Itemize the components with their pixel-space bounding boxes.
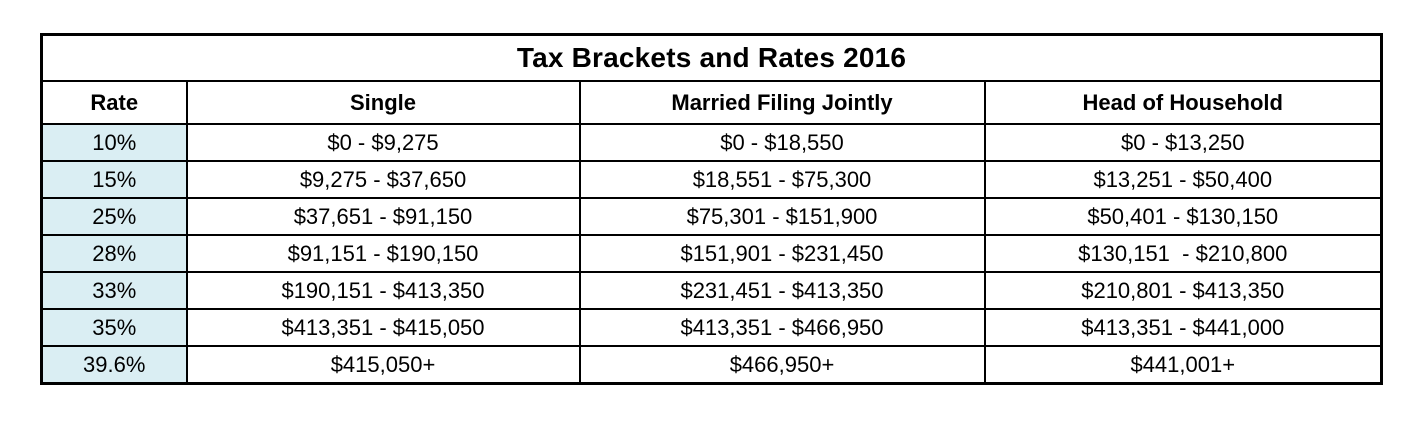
married-range-cell: $151,901 - $231,450 [578,234,986,273]
married-range-cell: $466,950+ [578,345,986,385]
rate-cell: 33% [40,271,188,310]
single-range-cell: $0 - $9,275 [185,123,581,162]
single-range-cell: $190,151 - $413,350 [185,271,581,310]
hoh-range-cell: $210,801 - $413,350 [983,271,1383,310]
rate-cell: 10% [40,123,188,162]
column-header-rate: Rate [40,80,188,125]
single-range-cell: $415,050+ [185,345,581,385]
married-range-cell: $75,301 - $151,900 [578,197,986,236]
married-range-cell: $413,351 - $466,950 [578,308,986,347]
single-range-cell: $413,351 - $415,050 [185,308,581,347]
table-row: 39.6% $415,050+ $466,950+ $441,001+ [40,345,1383,385]
married-range-cell: $0 - $18,550 [578,123,986,162]
table-title: Tax Brackets and Rates 2016 [40,33,1383,82]
hoh-range-cell: $441,001+ [983,345,1383,385]
hoh-range-cell: $413,351 - $441,000 [983,308,1383,347]
single-range-cell: $91,151 - $190,150 [185,234,581,273]
table-row: 15% $9,275 - $37,650 $18,551 - $75,300 $13,… [40,160,1383,199]
table-row: 35% $413,351 - $415,050 $413,351 - $466,95… [40,308,1383,347]
table-header-row: Rate Single Married Filing Jointly Head … [40,80,1383,125]
single-range-cell: $37,651 - $91,150 [185,197,581,236]
rate-cell: 28% [40,234,188,273]
column-header-hoh: Head of Household [983,80,1383,125]
rate-cell: 35% [40,308,188,347]
single-range-cell: $9,275 - $37,650 [185,160,581,199]
table-row: 33% $190,151 - $413,350 $231,451 - $413,35… [40,271,1383,310]
column-header-single: Single [185,80,581,125]
rate-cell: 39.6% [40,345,188,385]
hoh-range-cell: $130,151 - $210,800 [983,234,1383,273]
tax-brackets-table: Tax Brackets and Rates 2016 Rate Single … [40,33,1384,385]
column-header-married: Married Filing Jointly [578,80,986,125]
married-range-cell: $18,551 - $75,300 [578,160,986,199]
rate-cell: 25% [40,197,188,236]
hoh-range-cell: $0 - $13,250 [983,123,1383,162]
hoh-range-cell: $13,251 - $50,400 [983,160,1383,199]
table-row: 25% $37,651 - $91,150 $75,301 - $151,900 $5… [40,197,1383,236]
table-row: 28% $91,151 - $190,150 $151,901 - $231,450… [40,234,1383,273]
hoh-range-cell: $50,401 - $130,150 [983,197,1383,236]
table-row: 10% $0 - $9,275 $0 - $18,550 $0 - $13,250 [40,123,1383,162]
rate-cell: 15% [40,160,188,199]
table-title-row: Tax Brackets and Rates 2016 [40,33,1383,82]
married-range-cell: $231,451 - $413,350 [578,271,986,310]
